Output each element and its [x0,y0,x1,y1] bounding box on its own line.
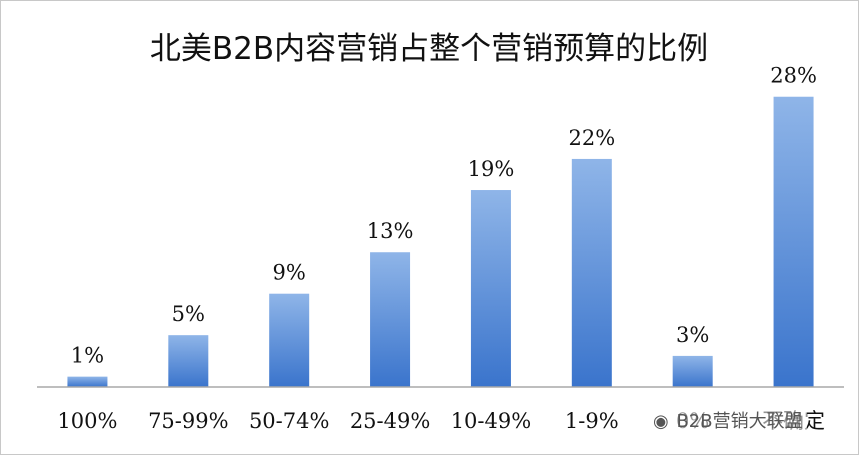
value-labels-group: 1% 5% 9% 13% 19% 22% 3% 28% [71,64,817,368]
bar-1 [168,335,209,387]
category-label-1: 75-99% [148,409,229,433]
value-label-0: 1% [71,344,104,368]
value-label-4: 19% [468,157,515,181]
value-label-5: 22% [568,126,615,150]
category-label-3: 25-49% [350,409,431,433]
chart-title: 北美B2B内容营销占整个营销预算的比例 [150,31,708,67]
value-label-3: 13% [367,219,414,243]
value-label-6: 3% [676,323,709,347]
category-label-5: 1-9% [565,409,619,433]
category-label-2: 50-74% [249,409,330,433]
category-label-0: 100% [57,409,117,433]
bar-5 [571,158,612,387]
bar-2 [269,293,310,387]
watermark-text: B2B营销大联盟 [676,411,803,432]
bar-0 [67,376,108,387]
value-label-7: 28% [770,64,817,88]
bar-6 [672,355,713,387]
value-label-1: 5% [172,302,205,326]
bars-group [67,96,814,387]
value-label-2: 9% [273,261,306,285]
wechat-icon: ◉ [653,411,669,432]
bar-4 [470,190,511,387]
watermark: ◉ B2B营销大联盟 [649,407,807,433]
bar-3 [370,252,411,387]
category-label-4: 10-49% [451,409,532,433]
bar-7 [773,96,814,387]
